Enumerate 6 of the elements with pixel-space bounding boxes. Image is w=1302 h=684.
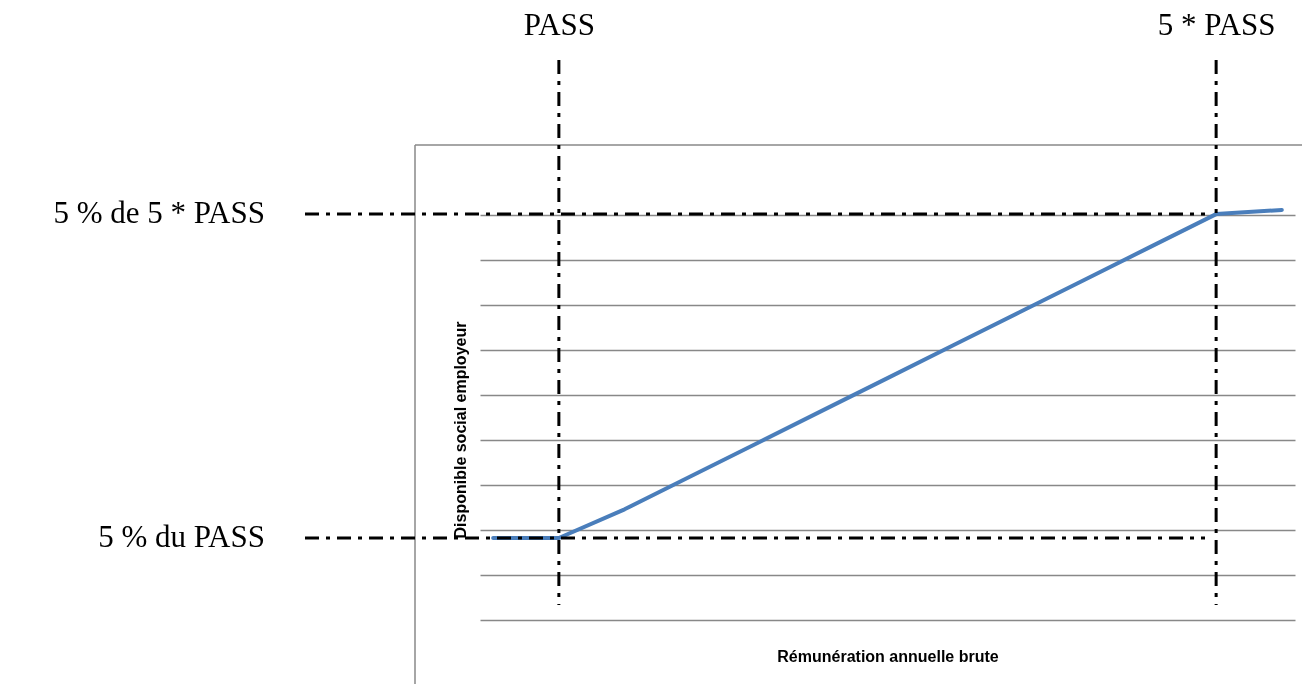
y-axis-title: Disponible social employeur: [451, 321, 469, 539]
ref-line-label: 5 % de 5 * PASS: [53, 195, 265, 231]
x-axis-title: Rémunération annuelle brute: [777, 647, 999, 665]
x-tick-label: PASS: [523, 6, 595, 42]
ref-line-label: 5 % du PASS: [98, 519, 265, 554]
x-tick-label: 5 * PASS: [1157, 6, 1276, 42]
